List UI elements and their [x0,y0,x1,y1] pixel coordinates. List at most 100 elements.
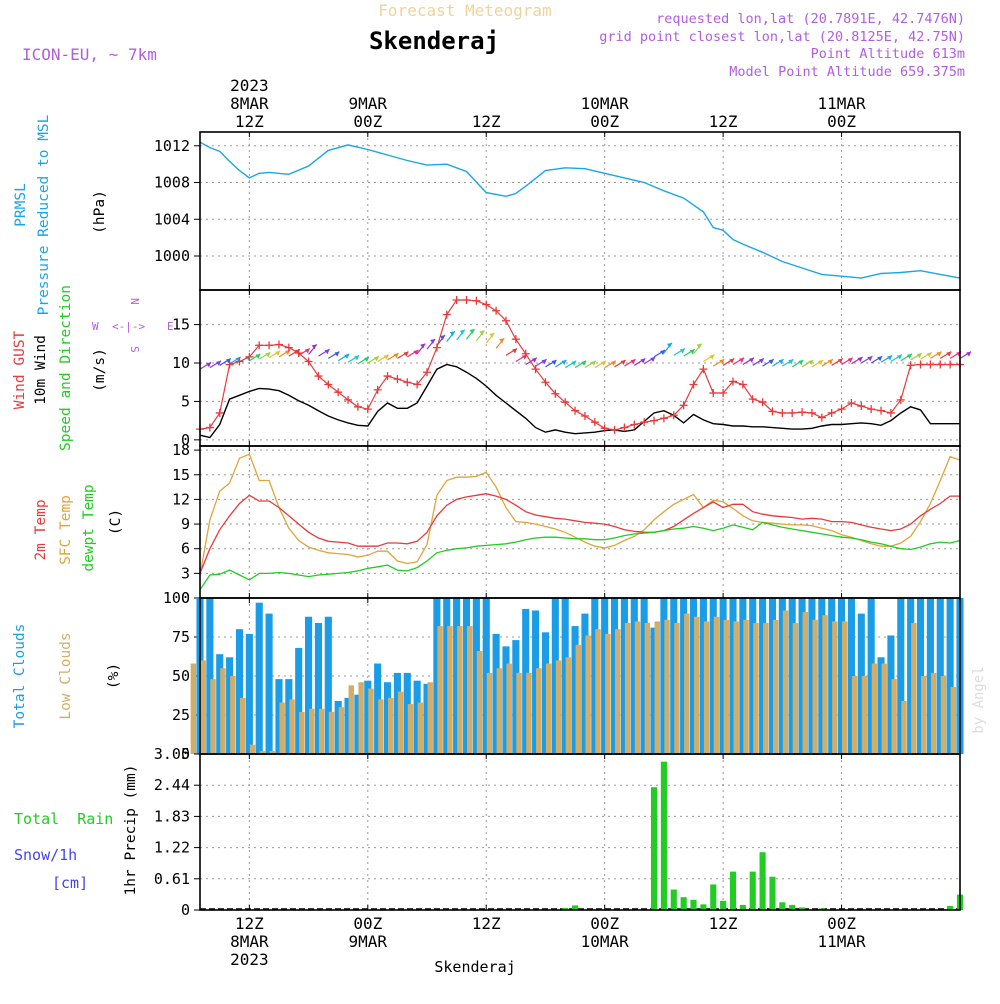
gust-marker [462,295,471,304]
wind-arrow-head [719,359,725,365]
gust-marker [640,418,649,427]
wind-arrow-head [265,352,271,358]
wind-arrow-head [709,354,715,360]
wind-arrow-head [818,360,824,366]
gust-marker [817,413,826,422]
rain-bar [759,852,766,910]
wind-arrow-head [739,357,745,363]
low-cloud-bar [289,699,295,754]
rain-bar [690,899,697,910]
rain-bar [779,902,786,910]
total-cloud-bar [226,657,234,754]
low-cloud-bar [545,663,552,754]
time-label-bottom: 9MAR [349,932,388,951]
panel-1: 0 5 10 15 [172,290,972,449]
gust-marker [304,357,313,366]
gust-marker [650,416,659,425]
total-cloud-bar [216,654,224,754]
total-cloud-bar [857,613,865,754]
time-label-top: 12Z [235,112,264,131]
wind-arrow-head [551,360,557,366]
point-altitude: Point Altitude 613m [811,46,965,62]
compass-n: N [128,298,141,305]
low-cloud-bar [684,613,690,754]
total-cloud-bar [334,700,342,754]
wind-arrow-head [867,356,873,362]
gust-marker [393,375,402,384]
low-cloud-bar [397,691,404,754]
wind-arrow-head [896,354,902,360]
low-cloud-bar [388,697,394,754]
low-cloud-bar [703,621,710,754]
low-cloud-bar [200,660,206,754]
low-cloud-bar [940,676,947,754]
temp-label-2m: 2m Temp [33,499,49,560]
gust-marker [798,408,807,417]
panel-4: 0 0.61 1.22 1.83 2.44 3.05 [154,745,964,919]
precip-label-rain: Total Rain [14,810,113,828]
low-cloud-bar [506,663,512,754]
low-cloud-bar [595,629,601,754]
total-cloud-bar [522,608,530,754]
low-cloud-bar [753,622,759,754]
gust-marker [936,360,945,369]
precip-label-cm: [cm] [52,874,88,892]
gust-marker [837,405,846,414]
time-label-bottom: 2023 [230,950,269,969]
wind-arrow-head [499,338,505,344]
wind-arrow-head [459,329,465,335]
low-cloud-bar [299,711,305,754]
total-cloud-bar [936,598,944,754]
total-cloud-bar [255,602,263,754]
low-cloud-bar [624,622,631,754]
gust-marker [432,343,441,352]
gust-marker [541,378,550,387]
y-tick-label: 0 [181,745,190,763]
total-cloud-bar [581,613,589,754]
low-cloud-bar [476,651,483,754]
wind-arrow-head [916,353,922,359]
y-tick-label: 0 [181,431,190,449]
total-cloud-bar [571,626,579,754]
wind-arrow-head [837,358,843,364]
gust-marker [413,380,422,389]
gust-marker [452,295,461,304]
low-cloud-bar [457,626,463,754]
rain-bar [650,787,658,910]
total-cloud-bar [719,598,727,754]
gust-marker [255,341,264,350]
rain-bar [680,897,687,910]
gust-marker [472,296,481,305]
wind-arrow-head [215,360,221,366]
total-cloud-bar [620,598,628,754]
low-cloud-bar [447,626,453,754]
total-cloud-bar [364,680,372,754]
gust-marker [314,372,323,381]
gust-marker [926,360,935,369]
low-cloud-bar [881,663,887,754]
gust-marker [225,360,234,369]
gust-marker [363,405,372,414]
y-tick-label: 3 [181,564,190,582]
gust-marker [205,423,214,432]
total-cloud-bar [838,598,846,754]
wind-arrow-head [600,360,606,366]
gust-marker [531,365,540,374]
y-tick-label: 50 [172,667,190,685]
gust-marker [373,385,382,394]
pressure-labels: PRMSL Pressure Reduced to MSL (hPa) [13,114,108,315]
wind-arrow-head [413,350,419,356]
low-cloud-bar [763,622,769,754]
wind-arrow-head [847,357,853,363]
gust-marker [600,424,609,433]
wind-arrow-head [344,353,350,359]
gust-marker [403,378,412,387]
low-cloud-bar [861,676,868,754]
wind-arrow-head [610,360,616,366]
wind-label-10m: 10m Wind [33,335,49,405]
low-cloud-bar [743,619,749,754]
low-cloud-bar [851,676,858,754]
rain-bar [947,905,954,910]
wind-arrow-head [788,359,794,365]
rain-bar [660,761,667,910]
